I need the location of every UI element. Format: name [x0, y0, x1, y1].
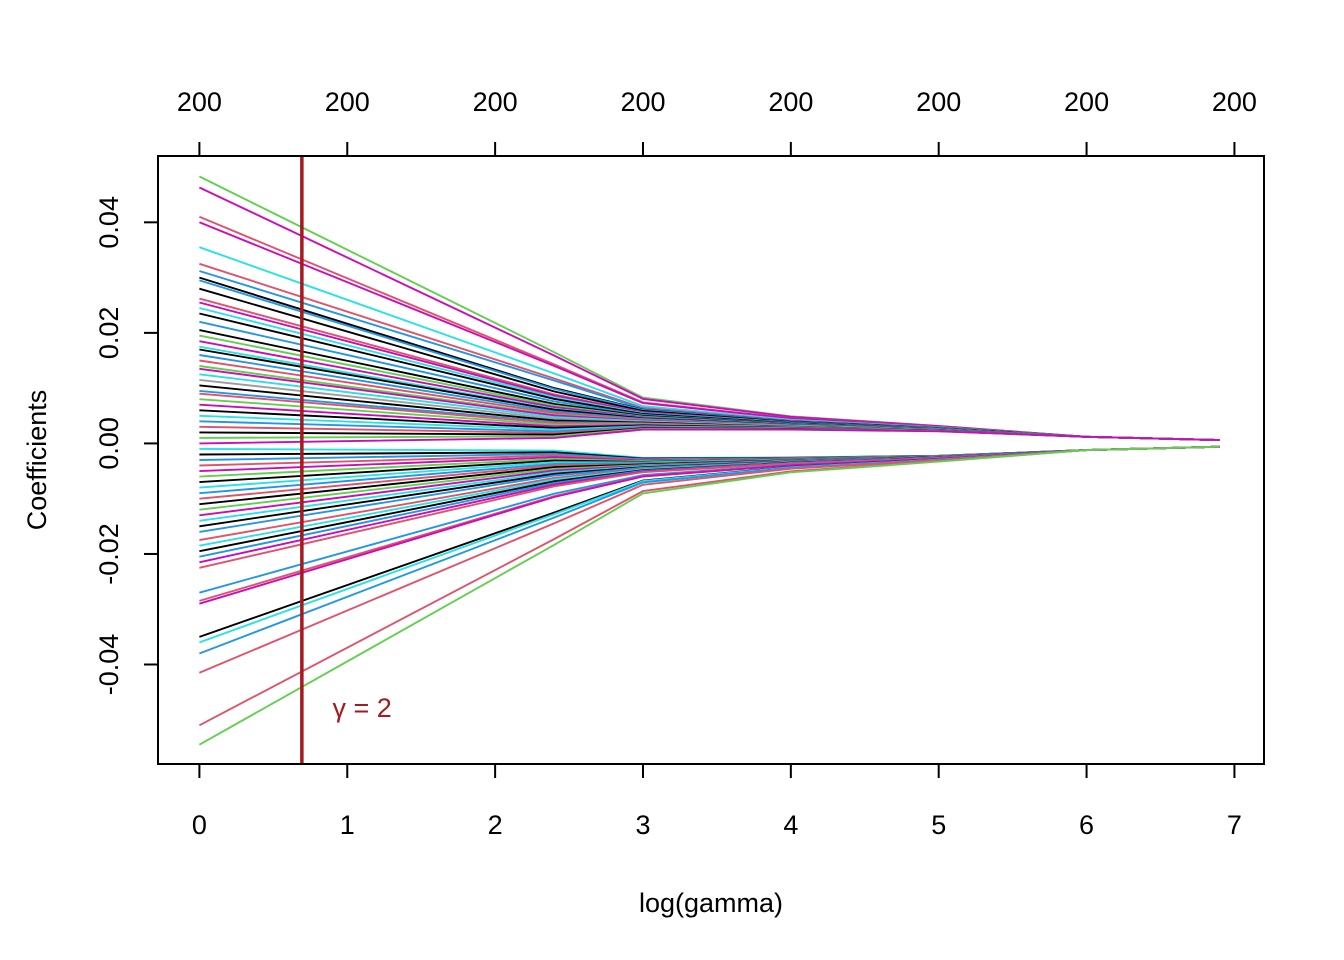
y-axis-left: -0.04 -0.02 0.00 0.02 0.04 [94, 196, 159, 696]
series-line [199, 246, 1220, 442]
y-tick-label: 0.00 [94, 417, 124, 470]
x-axis-title: log(gamma) [639, 888, 783, 918]
series-line [199, 428, 1220, 445]
y-tick-label: -0.02 [94, 523, 124, 585]
top-tick-label: 200 [768, 87, 813, 117]
x-axis-top: 200 200 200 200 200 200 200 200 [177, 87, 1257, 157]
y-tick-label: 0.02 [94, 307, 124, 360]
series-lines [198, 175, 1220, 746]
top-tick-label: 200 [1212, 87, 1257, 117]
x-tick-label: 7 [1227, 810, 1242, 840]
x-tick-label: 2 [488, 810, 503, 840]
y-tick-label: 0.04 [94, 196, 124, 249]
x-tick-label: 1 [340, 810, 355, 840]
x-axis-bottom: 0 1 2 3 4 5 6 7 [192, 763, 1242, 840]
x-tick-label: 3 [635, 810, 650, 840]
gamma-marker: γ = 2 [300, 156, 392, 764]
x-tick-label: 5 [931, 810, 946, 840]
top-tick-label: 200 [916, 87, 961, 117]
x-tick-label: 0 [192, 810, 207, 840]
x-tick-label: 4 [783, 810, 798, 840]
top-tick-label: 200 [177, 87, 222, 117]
y-tick-label: -0.04 [94, 634, 124, 696]
series-line [198, 445, 1220, 746]
gamma-marker-label: γ = 2 [332, 693, 391, 723]
y-axis-title: Coefficients [22, 390, 52, 531]
top-tick-label: 200 [1064, 87, 1109, 117]
top-tick-label: 200 [325, 87, 370, 117]
top-tick-label: 200 [620, 87, 665, 117]
top-tick-label: 200 [473, 87, 518, 117]
x-tick-label: 6 [1079, 810, 1094, 840]
